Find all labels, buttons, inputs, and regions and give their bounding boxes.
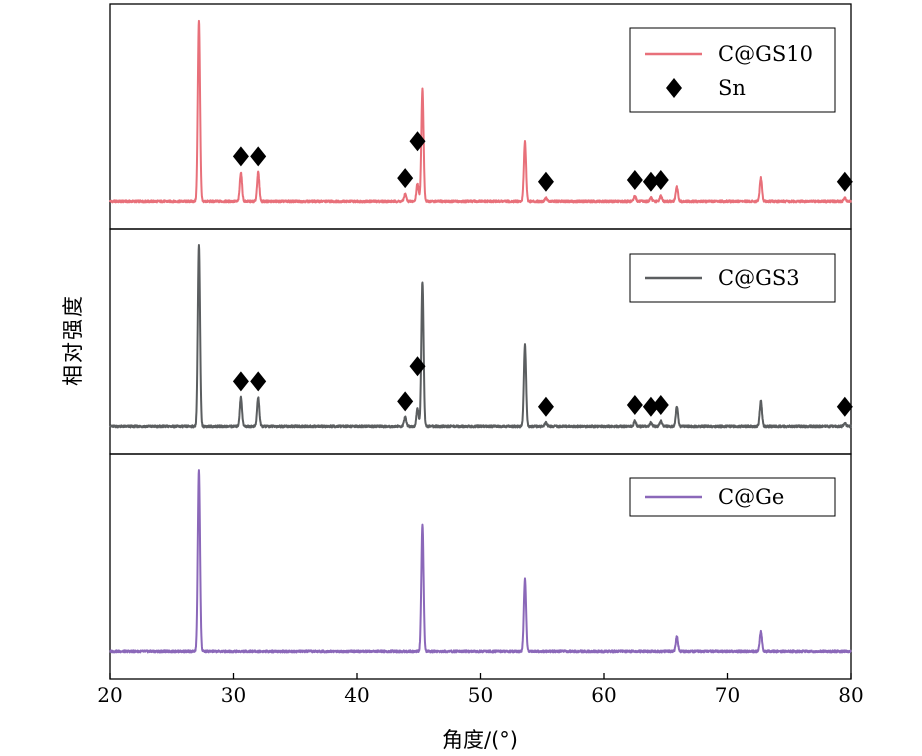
sn-marker-icon [232, 146, 249, 167]
sn-marker-icon [626, 394, 643, 415]
x-tick-label: 70 [715, 683, 740, 707]
legend: C@GS10 Sn [629, 27, 836, 113]
series-line [109, 19, 852, 204]
x-tick-label: 60 [591, 683, 616, 707]
x-tick-label: 20 [97, 683, 122, 707]
series-line [109, 244, 852, 429]
panel-c-gs10: C@GS10 Sn [109, 3, 853, 230]
sn-marker-icon [397, 391, 414, 412]
panel-c-gs3: C@GS3 [109, 228, 853, 455]
sn-marker-icon [250, 146, 267, 167]
sn-marker-icon [652, 169, 669, 190]
x-axis-title: 角度/(°) [442, 728, 518, 752]
legend-label: C@Ge [718, 485, 784, 509]
legend-label-sn: Sn [718, 76, 746, 100]
sn-marker-icon [409, 131, 426, 152]
sn-marker-icon [626, 169, 643, 190]
sn-marker-icon [537, 171, 554, 192]
x-tick-label: 40 [344, 683, 369, 707]
legend-label: C@GS3 [718, 266, 800, 290]
series-line [109, 469, 852, 654]
legend: C@GS3 [629, 253, 836, 303]
x-tick-label: 80 [838, 683, 863, 707]
chart-panels: C@GS10 Sn C@GS3 C@Ge [109, 3, 853, 680]
sn-marker-icon [642, 396, 659, 417]
x-axis: 20 30 40 50 60 70 80 [97, 673, 864, 707]
sn-marker-icon [652, 394, 669, 415]
legend-sn-marker-icon [666, 78, 682, 98]
panel-c-ge: C@Ge [109, 453, 852, 680]
sn-marker-icon [642, 171, 659, 192]
x-tick-label: 50 [468, 683, 493, 707]
sn-marker-icon [409, 356, 426, 377]
sn-marker-icon [537, 396, 554, 417]
sn-marker-icon [836, 171, 853, 192]
sn-marker-icon [250, 371, 267, 392]
y-axis-title: 相对强度 [61, 294, 85, 386]
sn-marker-icon [397, 168, 414, 189]
legend-box [629, 27, 836, 113]
legend: C@Ge [629, 477, 836, 517]
legend-label: C@GS10 [718, 42, 813, 66]
x-tick-label: 30 [221, 683, 246, 707]
sn-marker-icon [836, 396, 853, 417]
sn-marker-icon [232, 371, 249, 392]
